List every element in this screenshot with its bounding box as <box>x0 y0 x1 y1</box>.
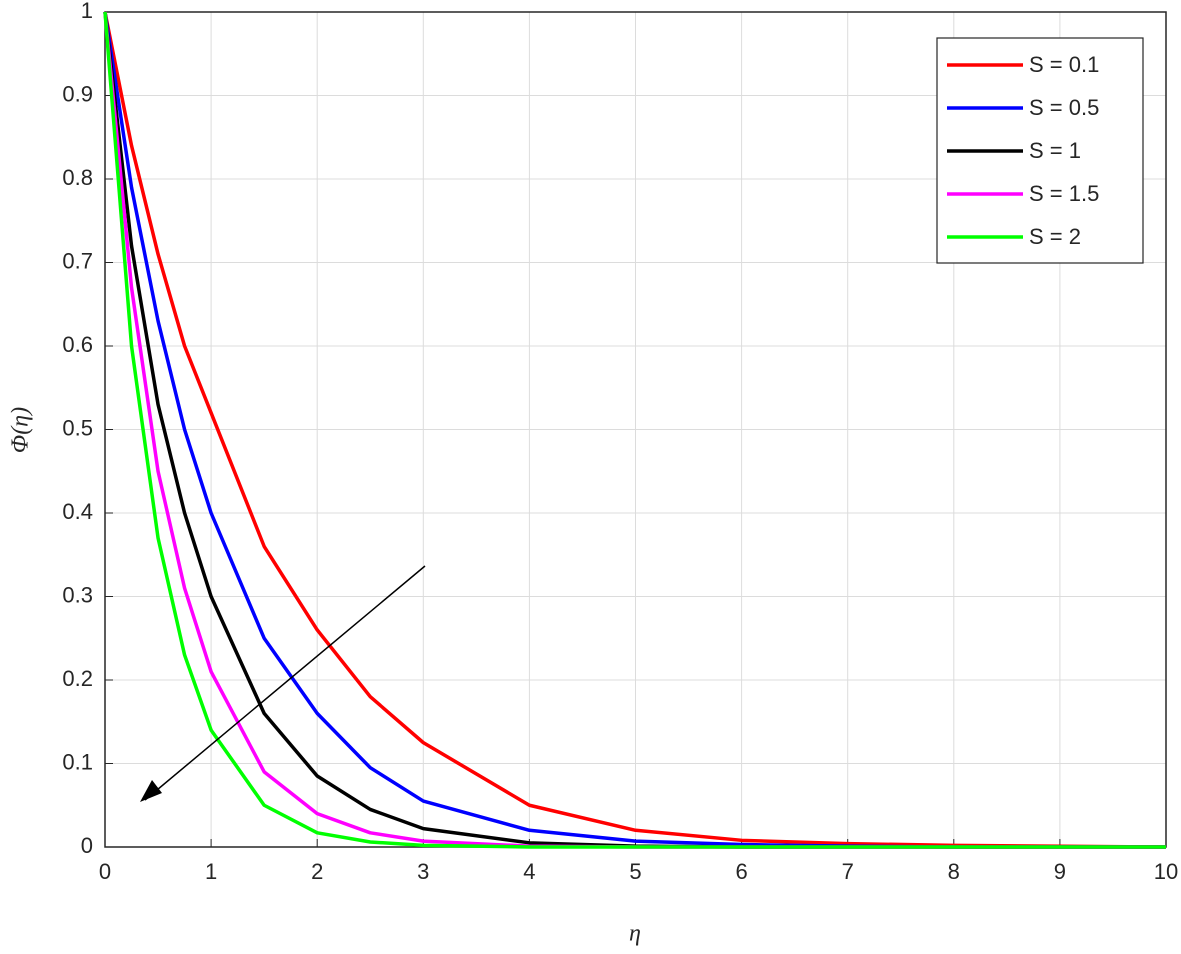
x-tick-label: 6 <box>735 859 747 884</box>
line-series <box>103 11 1166 849</box>
x-tick-label: 4 <box>523 859 535 884</box>
y-tick-label: 0.2 <box>62 666 93 691</box>
x-tick-label: 5 <box>629 859 641 884</box>
legend-label: S = 1.5 <box>1029 181 1099 206</box>
x-tick-label: 8 <box>948 859 960 884</box>
legend-label: S = 0.5 <box>1029 95 1099 120</box>
arrow-head <box>140 780 162 802</box>
x-tick-label: 0 <box>99 859 111 884</box>
legend-label: S = 2 <box>1029 224 1081 249</box>
y-tick-label: 0.1 <box>62 749 93 774</box>
y-tick-label: 0.4 <box>62 499 93 524</box>
y-tick-label: 0.6 <box>62 332 93 357</box>
y-tick-label: 0.5 <box>62 415 93 440</box>
y-tick-label: 0.3 <box>62 582 93 607</box>
y-tick-label: 0 <box>81 833 93 858</box>
line-series <box>103 11 1167 849</box>
x-tick-label: 9 <box>1054 859 1066 884</box>
annotation-arrow <box>144 565 426 801</box>
y-tick-label: 0.7 <box>62 248 93 273</box>
x-tick-label: 2 <box>311 859 323 884</box>
x-tick-label: 1 <box>205 859 217 884</box>
x-tick-label: 7 <box>842 859 854 884</box>
x-tick-label: 3 <box>417 859 429 884</box>
legend-label: S = 1 <box>1029 138 1081 163</box>
legend-label: S = 0.1 <box>1029 52 1099 77</box>
y-tick-label: 0.9 <box>62 81 93 106</box>
x-axis-label: η <box>629 921 641 947</box>
y-axis-label: Φ(η) <box>8 407 34 453</box>
y-tick-label: 1 <box>81 0 93 23</box>
legend: S = 0.1 S = 0.5 S = 1 S = 1.5 S = 2 <box>936 37 1144 264</box>
x-tick-label: 10 <box>1154 859 1178 884</box>
y-tick-label: 0.8 <box>62 165 93 190</box>
